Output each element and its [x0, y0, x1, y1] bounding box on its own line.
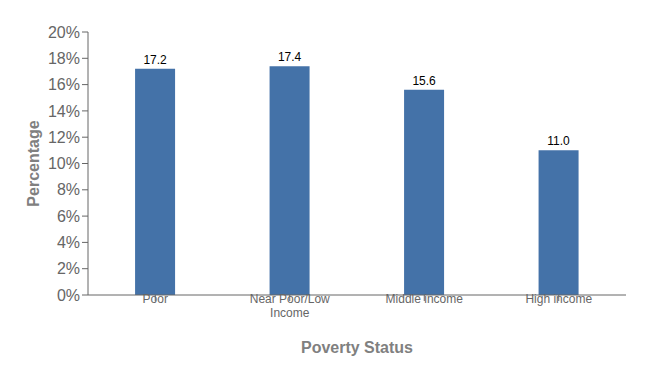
svg-text:2%: 2%	[57, 260, 80, 277]
svg-text:0%: 0%	[57, 287, 80, 304]
svg-text:10%: 10%	[48, 155, 80, 172]
svg-text:17.4: 17.4	[278, 50, 302, 64]
svg-text:14%: 14%	[48, 103, 80, 120]
svg-text:Percentage: Percentage	[25, 120, 42, 206]
svg-text:High income: High income	[525, 292, 592, 306]
svg-text:8%: 8%	[57, 181, 80, 198]
svg-text:11.0: 11.0	[547, 134, 570, 148]
svg-text:16%: 16%	[48, 76, 80, 93]
svg-text:6%: 6%	[57, 208, 80, 225]
svg-text:20%: 20%	[48, 24, 80, 41]
svg-text:15.6: 15.6	[412, 74, 436, 88]
svg-text:18%: 18%	[48, 50, 80, 67]
svg-text:4%: 4%	[57, 234, 80, 251]
svg-text:12%: 12%	[48, 129, 80, 146]
svg-text:Poverty Status: Poverty Status	[301, 339, 413, 356]
svg-text:17.2: 17.2	[143, 53, 167, 67]
svg-text:Poor: Poor	[143, 292, 168, 306]
svg-text:Near Poor/LowIncome: Near Poor/LowIncome	[250, 292, 330, 320]
svg-text:Middle income: Middle income	[386, 292, 464, 306]
